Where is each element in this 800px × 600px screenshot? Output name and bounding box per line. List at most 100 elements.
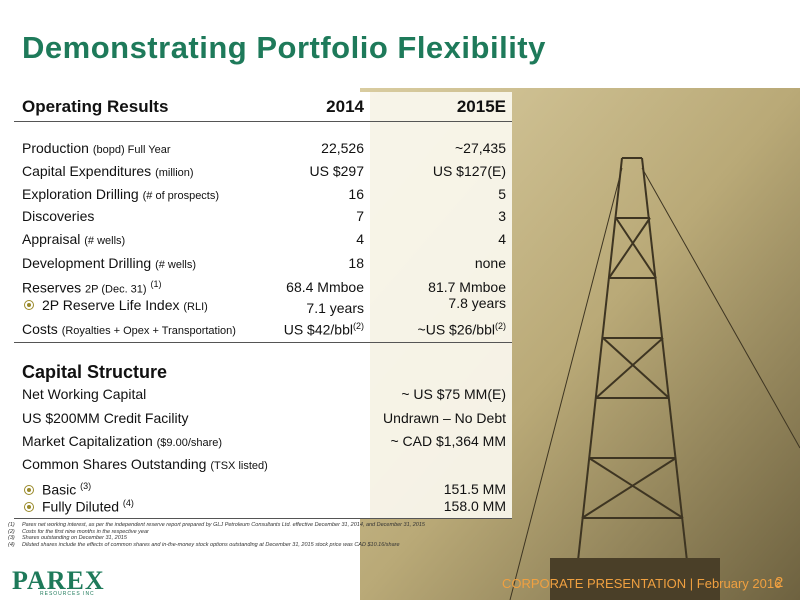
footnote-marker: (2) [8,528,15,535]
footer-text: CORPORATE PRESENTATION | February 2016 [502,576,782,591]
column-header: Operating Results [22,97,169,116]
label-text: Fully Diluted [42,498,120,515]
value-text: 81.7 Mmboe [428,279,506,295]
value-text: US $127(E) [432,163,506,179]
label-text: Common Shares Outstanding [22,456,207,472]
row-label: Market Capitalization ($9.00/share) [22,433,222,449]
row-label: Net Working Capital [22,386,146,402]
rule [14,121,512,122]
value-text: 7.1 years [306,300,364,316]
value-cell: 4 [498,231,506,247]
row-label: Exploration Drilling (# of prospects) [22,186,219,202]
row-label: Fully Diluted (4) [24,498,134,515]
logo-subtitle: RESOURCES INC [40,591,95,597]
footnote: (2) Costs for the first nine months in th… [8,528,149,535]
value-cell: 68.4 Mmboe [286,279,364,295]
footnote-text: Shares outstanding on December 31, 2015 [22,535,127,541]
footnote: (3) Shares outstanding on December 31, 20… [8,535,127,541]
footnote-ref: (1) [150,279,162,289]
value-cell: 7.8 years [448,295,506,311]
label-text: Capital Expenditures [22,163,152,179]
label-text: Appraisal [22,231,81,247]
footnote: (4) Diluted shares include the effects of… [8,541,400,548]
value-cell: ~ US $75 MM(E) [401,386,506,402]
row-label: Basic (3) [24,481,91,498]
value-text: 7 [356,208,364,224]
page-number: 2 [775,574,784,591]
label-note: (# of prospects) [142,190,220,202]
label-text: Discoveries [22,208,95,224]
label-text: Production [22,140,89,156]
value-cell: Undrawn – No Debt [383,410,506,426]
footnote-marker: (1) [8,522,15,528]
value-text: 7.8 years [448,295,506,311]
label-note: (Royalties + Opex + Transportation) [61,325,236,337]
value-text: none [474,255,506,271]
footnote-ref: (2) [353,321,364,331]
section-heading: Capital Structure [22,362,168,382]
label-note: ($9.00/share) [156,437,223,449]
label-text: Market Capitalization [22,433,153,449]
label-text: Exploration Drilling [22,186,139,202]
value-text: 4 [356,231,364,247]
value-text: 151.5 MM [443,481,506,497]
value-cell: 7 [356,208,364,224]
label-note: (RLI) [183,301,208,313]
label-text: Basic [42,481,77,498]
value-cell: 151.5 MM [444,481,506,497]
footnote-text: Parex net working interest, as per the i… [22,522,425,528]
value-cell: 18 [348,255,364,271]
value-cell: ~ CAD $1,364 MM [390,433,506,449]
footnote-text: Costs for the first nine months in the r… [22,528,149,535]
footnote: (1) Parex net working interest, as per th… [8,522,425,528]
value-cell: 158.0 MM [444,498,506,514]
value-text: 4 [498,231,506,247]
footnote-marker: (4) [8,541,15,548]
row-label: Production (bopd) Full Year [22,140,171,156]
value-text: 3 [498,208,506,224]
label-text: Development Drilling [22,255,152,271]
value-text: 16 [348,186,364,202]
label-text: Reserves [22,279,82,296]
rule [14,518,512,519]
value-text: Undrawn – No Debt [383,410,506,426]
label-text: US $200MM Credit Facility [22,410,189,426]
label-text: Costs [22,321,58,337]
row-label: Reserves 2P (Dec. 31) (1) [22,279,161,296]
value-cell: 7.1 years [306,300,364,316]
value-text: 5 [498,186,506,202]
value-text: ~ US $75 MM(E) [401,386,506,402]
value-cell: none [475,255,506,271]
value-cell: US $42/bbl(2) [284,321,364,338]
row-label: 2P Reserve Life Index (RLI) [24,297,208,313]
label-note: (million) [155,167,194,179]
value-cell: ~US $26/bbl(2) [418,321,506,338]
column-header: 2014 [326,97,364,116]
label-note: 2P (Dec. 31) [85,283,147,296]
table-background [14,92,370,518]
value-cell: 22,526 [321,140,364,156]
footnote-ref: (2) [495,321,506,331]
footnote-ref: (3) [80,481,92,491]
rule [14,342,512,343]
label-text: Net Working Capital [22,386,147,402]
column-header: 2015E [456,97,506,116]
value-text: 68.4 Mmboe [286,279,364,295]
value-cell: 5 [498,186,506,202]
row-label: Common Shares Outstanding (TSX listed) [22,456,268,472]
row-label: Costs (Royalties + Opex + Transportation… [22,321,236,337]
label-note: (# wells) [155,259,197,271]
value-text: US $297 [309,163,364,179]
row-label: Capital Expenditures (million) [22,163,194,179]
value-text: ~ CAD $1,364 MM [390,433,506,449]
label-note: (bopd) Full Year [92,144,171,156]
bullet-icon [24,300,34,310]
row-label: US $200MM Credit Facility [22,410,189,426]
value-cell: US $297 [310,163,364,179]
row-label: Appraisal (# wells) [22,231,125,247]
value-text: ~US $26/bbl [417,321,495,338]
footnote-marker: (3) [8,535,15,541]
label-note: (# wells) [84,235,126,247]
footnote-text: Diluted shares include the effects of co… [22,541,400,548]
logo: PAREX [12,566,105,595]
